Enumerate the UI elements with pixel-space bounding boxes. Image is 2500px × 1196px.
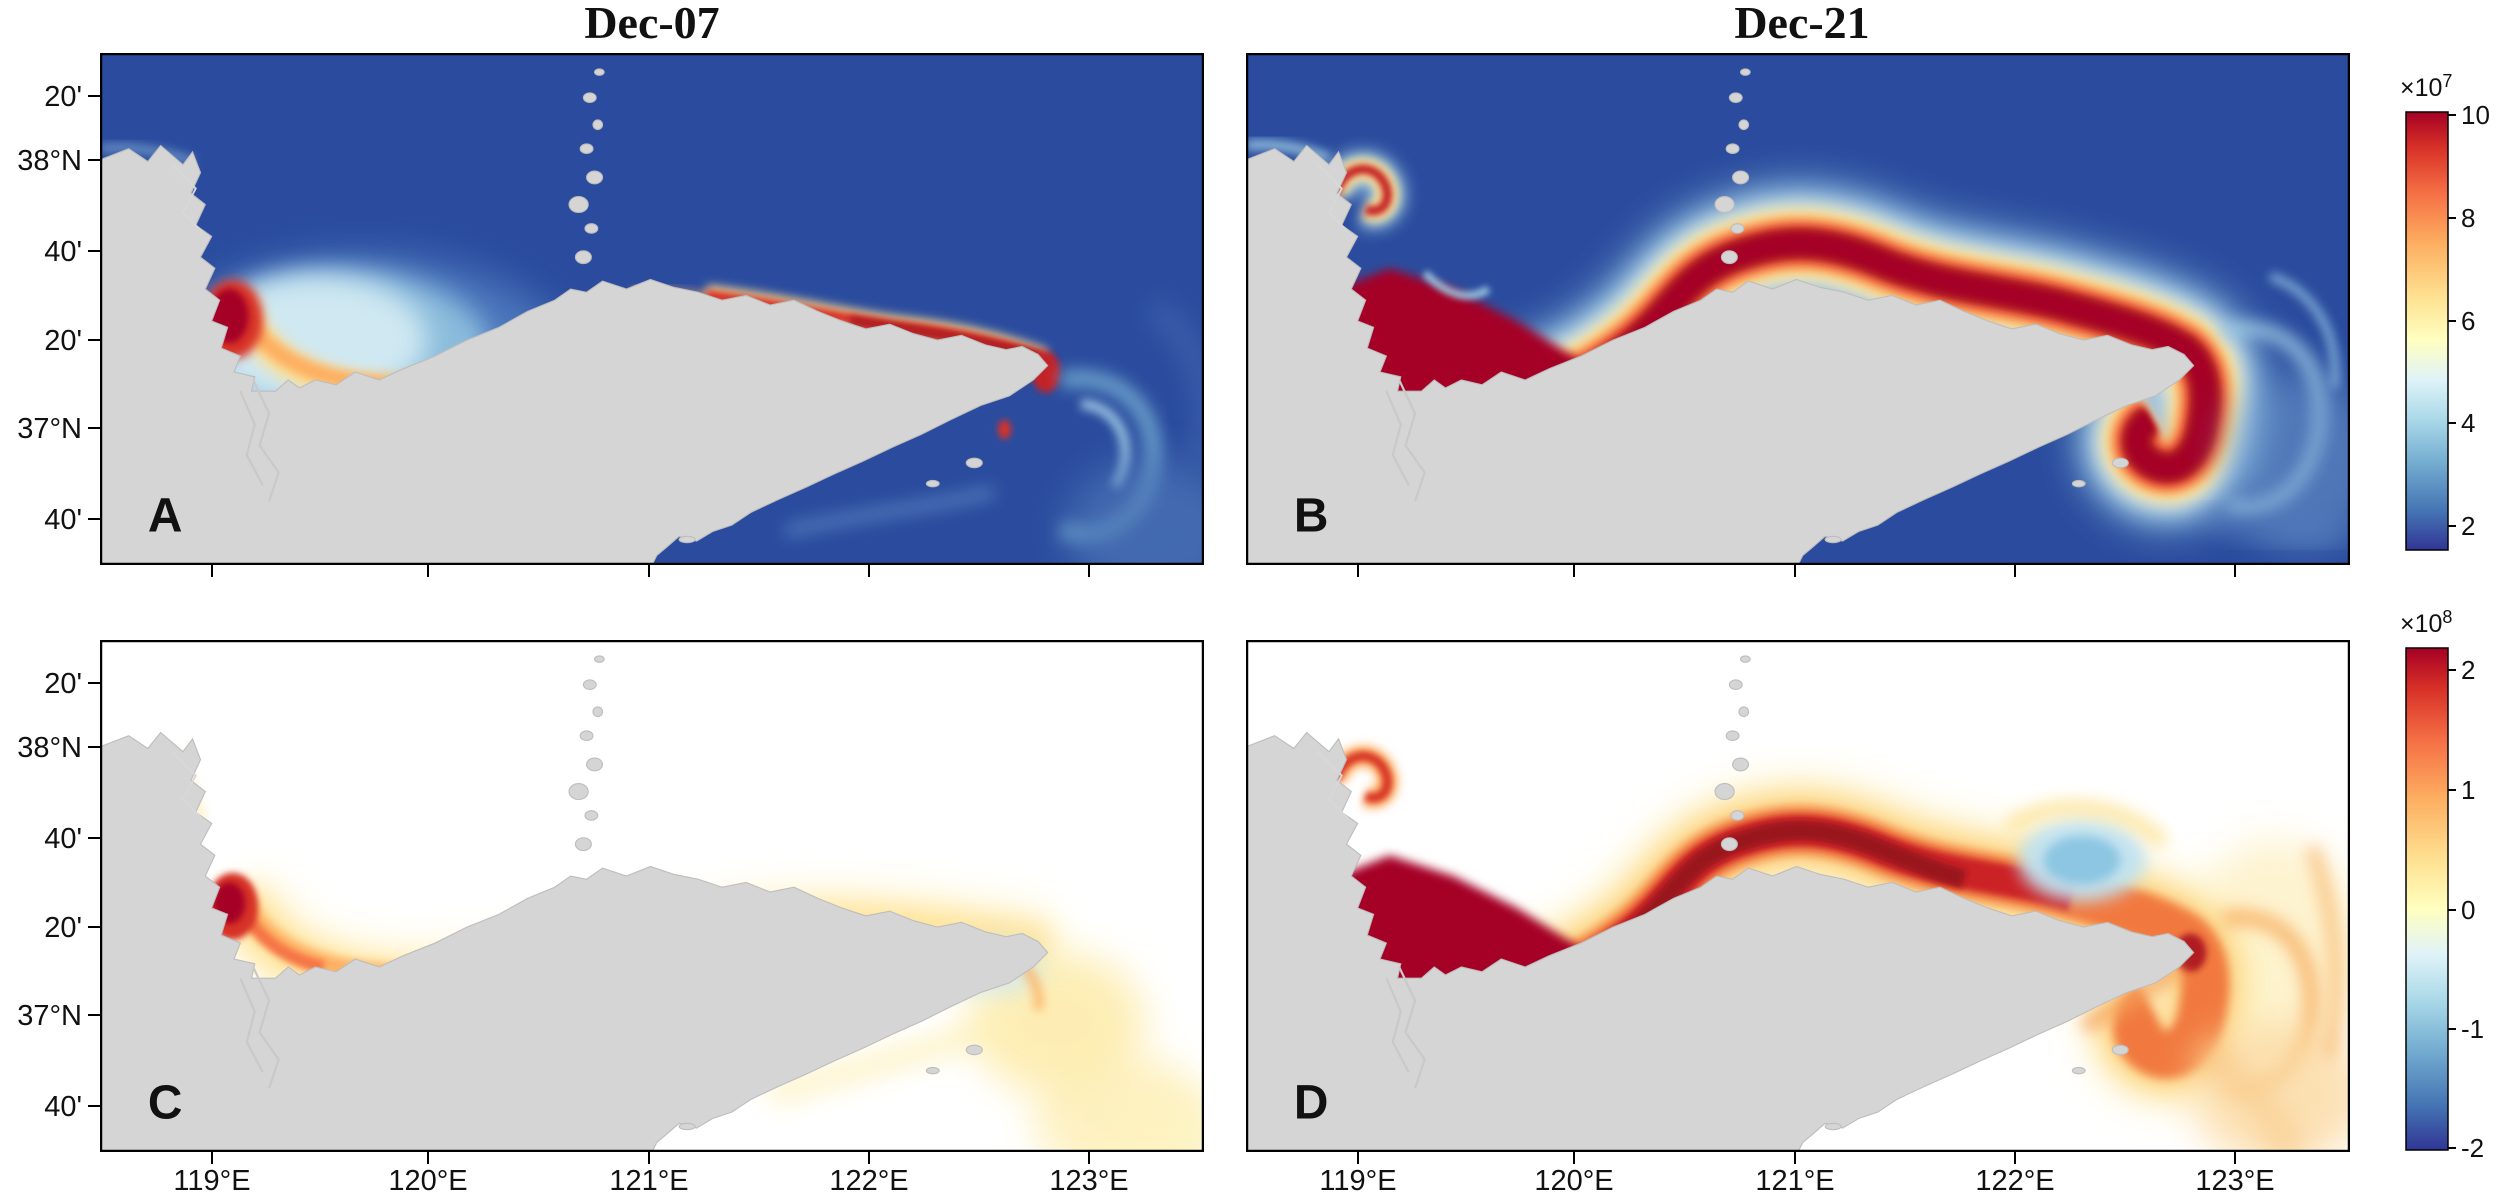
colorbar-top-exponent: ×107 [2400, 71, 2452, 102]
y-tick-label: 40' [44, 1091, 82, 1123]
panel-c-frame [100, 640, 1204, 1152]
column-title-left: Dec-07 [584, 0, 719, 48]
y-tick-label: 20' [44, 325, 82, 357]
x-tick-label: 119°E [173, 1165, 250, 1196]
x-axis-top-row-ticks [211, 565, 2236, 577]
column-title-right: Dec-21 [1734, 0, 1869, 48]
x-tick-label: 121°E [1755, 1165, 1834, 1196]
panel-b-letter: B [1294, 490, 1329, 543]
x-axis-bottom-left: 119°E 120°E 121°E 122°E 123°E [173, 1152, 1129, 1196]
x-tick-label: 120°E [388, 1165, 467, 1196]
y-tick-label: 40' [44, 823, 82, 855]
y-tick-label: 40' [44, 504, 82, 536]
colorbar-tick-label: 4 [2461, 408, 2475, 438]
y-tick-label: 37°N [17, 1000, 82, 1032]
x-axis-bottom-right: 119°E 120°E 121°E 122°E 123°E [1319, 1152, 2275, 1196]
x-tick-label: 120°E [1534, 1165, 1613, 1196]
y-tick-label: 20' [44, 81, 82, 113]
panel-d-letter: D [1294, 1077, 1329, 1130]
colorbar-tick-label: 6 [2461, 306, 2475, 336]
panel-a-letter: A [148, 490, 183, 543]
panel-d: D [1246, 640, 2350, 1152]
y-tick-label: 38°N [17, 145, 82, 177]
y-tick-label: 38°N [17, 732, 82, 764]
colorbar-bottom-exponent: ×108 [2400, 607, 2452, 638]
panel-d-frame [1246, 640, 2350, 1152]
colorbar-top-gradient [2406, 112, 2448, 550]
colorbar-tick-label: 10 [2461, 100, 2490, 130]
colorbar-tick-label: 2 [2461, 511, 2475, 541]
colorbar-tick-label: -1 [2461, 1014, 2484, 1044]
y-axis-bottom-row: 20' 38°N 40' 20' 37°N 40' [17, 668, 100, 1123]
y-tick-label: 37°N [17, 413, 82, 445]
colorbar-tick-label: 1 [2461, 775, 2475, 805]
panel-b-frame [1246, 53, 2350, 565]
colorbar-tick-label: 8 [2461, 203, 2475, 233]
colorbar-tick-label: -2 [2461, 1133, 2484, 1163]
panel-c: C [100, 640, 1204, 1152]
y-tick-label: 40' [44, 236, 82, 268]
colorbar-bottom: ×108 2 1 0 -1 -2 [2400, 607, 2484, 1163]
y-tick-label: 20' [44, 912, 82, 944]
x-tick-label: 121°E [609, 1165, 688, 1196]
colorbar-top: ×107 10 8 6 4 2 [2400, 71, 2490, 551]
panel-c-letter: C [148, 1077, 183, 1130]
panel-a: A [100, 53, 1204, 565]
panel-a-frame [100, 53, 1204, 565]
colorbar-tick-label: 2 [2461, 655, 2475, 685]
colorbar-bottom-gradient [2406, 648, 2448, 1150]
x-tick-label: 123°E [1049, 1165, 1128, 1196]
x-tick-label: 122°E [829, 1165, 908, 1196]
colorbar-tick-label: 0 [2461, 895, 2475, 925]
x-tick-label: 119°E [1319, 1165, 1396, 1196]
x-tick-label: 122°E [1975, 1165, 2054, 1196]
y-tick-label: 20' [44, 668, 82, 700]
x-tick-label: 123°E [2195, 1165, 2274, 1196]
panel-b: B [1246, 53, 2350, 565]
y-axis-top-row: 20' 38°N 40' 20' 37°N 40' [17, 81, 100, 536]
